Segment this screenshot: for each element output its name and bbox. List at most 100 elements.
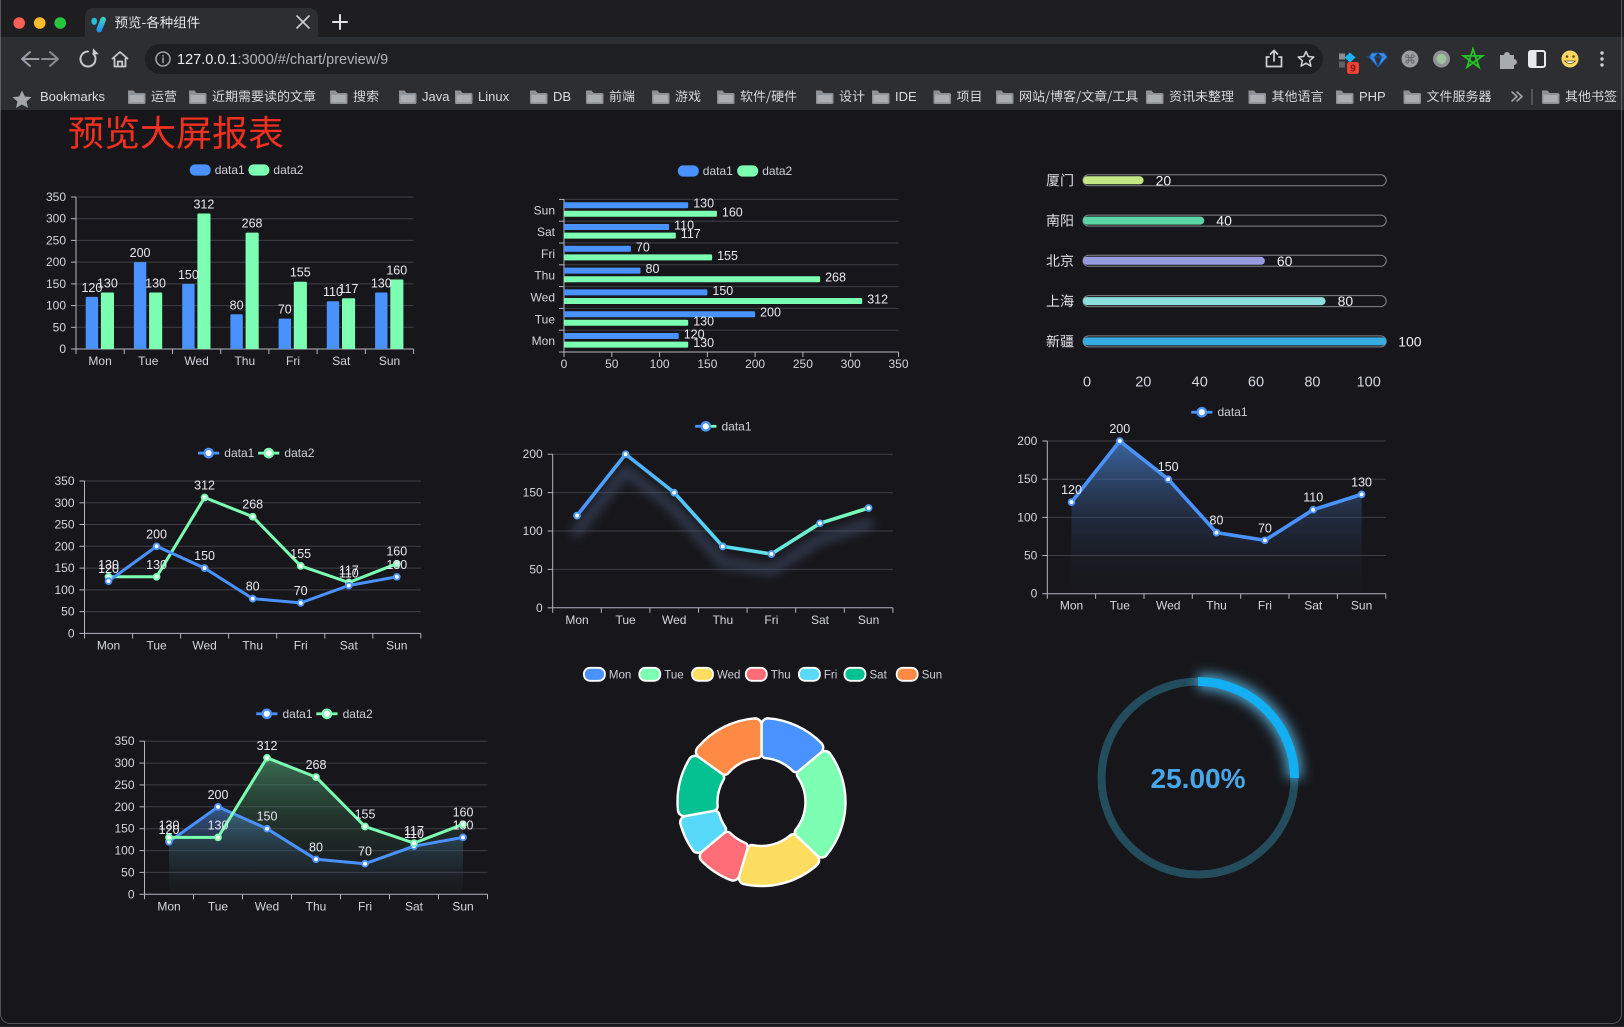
svg-text:160: 160	[386, 545, 407, 559]
svg-text:120: 120	[98, 562, 119, 576]
svg-text:Thu: Thu	[1206, 599, 1227, 613]
svg-text:Sun: Sun	[379, 354, 400, 368]
svg-text:130: 130	[371, 277, 392, 291]
svg-text:Wed: Wed	[255, 899, 279, 913]
svg-text:Fri: Fri	[824, 669, 837, 681]
svg-text:70: 70	[1258, 521, 1272, 535]
svg-text:50: 50	[61, 605, 75, 619]
svg-text:Mon: Mon	[609, 669, 631, 681]
svg-text:80: 80	[230, 298, 244, 312]
svg-text:155: 155	[290, 547, 311, 561]
svg-text:100: 100	[650, 357, 670, 371]
svg-text:150: 150	[712, 284, 733, 298]
svg-text:150: 150	[523, 486, 543, 500]
svg-text:Wed: Wed	[662, 613, 686, 627]
svg-text:200: 200	[745, 357, 765, 371]
svg-text:Sat: Sat	[870, 669, 888, 681]
svg-text:100: 100	[46, 299, 66, 313]
svg-text:Thu: Thu	[242, 638, 263, 652]
svg-text:0: 0	[561, 357, 568, 371]
svg-text:150: 150	[178, 268, 199, 282]
svg-text:268: 268	[306, 758, 327, 772]
svg-text:Sat: Sat	[405, 899, 424, 913]
svg-text:50: 50	[1024, 549, 1038, 563]
svg-text:130: 130	[146, 558, 167, 572]
svg-text:155: 155	[290, 266, 311, 280]
svg-text:200: 200	[130, 246, 151, 260]
svg-text:0: 0	[128, 887, 135, 901]
svg-text:60: 60	[1248, 374, 1264, 390]
svg-text:120: 120	[81, 281, 102, 295]
svg-text:Wed: Wed	[192, 638, 216, 652]
svg-text:200: 200	[46, 255, 66, 269]
svg-text:350: 350	[54, 474, 74, 488]
svg-text:50: 50	[121, 865, 135, 879]
svg-text:155: 155	[717, 249, 738, 263]
svg-text:Fri: Fri	[358, 899, 372, 913]
svg-text:312: 312	[257, 739, 278, 753]
svg-text:25.00%: 25.00%	[1151, 763, 1246, 794]
svg-text:130: 130	[693, 197, 714, 211]
svg-text:PHP: PHP	[1359, 89, 1386, 104]
svg-text:312: 312	[194, 479, 215, 493]
svg-text:160: 160	[453, 805, 474, 819]
svg-text:data2: data2	[343, 707, 373, 721]
svg-text:150: 150	[1158, 460, 1179, 474]
svg-text:350: 350	[888, 357, 908, 371]
svg-text:Wed: Wed	[717, 669, 740, 681]
svg-text:60: 60	[1277, 253, 1293, 269]
svg-text:Thu: Thu	[712, 613, 733, 627]
svg-text:268: 268	[825, 271, 846, 285]
svg-text:20: 20	[1156, 172, 1172, 188]
svg-text:Sat: Sat	[340, 638, 359, 652]
svg-text:Tue: Tue	[146, 638, 167, 652]
svg-text:200: 200	[114, 800, 134, 814]
svg-text:Wed: Wed	[531, 291, 555, 305]
svg-text:Mon: Mon	[1060, 599, 1083, 613]
svg-text:Tue: Tue	[664, 669, 683, 681]
svg-text:Sat: Sat	[1304, 599, 1323, 613]
svg-text:250: 250	[114, 778, 134, 792]
svg-text:117: 117	[339, 282, 359, 296]
svg-text:80: 80	[309, 840, 323, 854]
svg-text:100: 100	[114, 844, 134, 858]
svg-text:80: 80	[1304, 374, 1320, 390]
svg-text:70: 70	[636, 240, 650, 254]
svg-text:Thu: Thu	[234, 354, 255, 368]
svg-text:250: 250	[46, 233, 66, 247]
svg-text:160: 160	[722, 205, 743, 219]
svg-text:Fri: Fri	[286, 354, 300, 368]
svg-text:40: 40	[1216, 213, 1232, 229]
svg-text:Wed: Wed	[184, 354, 208, 368]
svg-text:250: 250	[793, 357, 813, 371]
svg-text:150: 150	[697, 357, 717, 371]
svg-text:130: 130	[145, 277, 166, 291]
svg-text:Sun: Sun	[534, 203, 555, 217]
svg-text:80: 80	[1210, 514, 1224, 528]
svg-text:200: 200	[146, 527, 167, 541]
svg-text:data1: data1	[283, 707, 313, 721]
svg-text:127.0.0.1:3000/#/chart/preview: 127.0.0.1:3000/#/chart/preview/9	[177, 52, 388, 68]
svg-text:80: 80	[646, 262, 660, 276]
svg-text:130: 130	[159, 818, 180, 832]
svg-text:50: 50	[53, 320, 67, 334]
svg-text:100: 100	[1017, 510, 1037, 524]
svg-text:120: 120	[1061, 483, 1082, 497]
svg-text:Sat: Sat	[332, 354, 351, 368]
svg-text:20: 20	[1135, 374, 1151, 390]
svg-text:100: 100	[1357, 374, 1381, 390]
svg-text:data1: data1	[722, 419, 752, 433]
svg-text:268: 268	[242, 217, 263, 231]
svg-text:9: 9	[1350, 64, 1356, 75]
svg-text:120: 120	[684, 328, 705, 342]
svg-text:DB: DB	[553, 89, 571, 104]
svg-text:80: 80	[1338, 293, 1354, 309]
svg-text:120: 120	[159, 823, 180, 837]
svg-text:Linux: Linux	[478, 89, 510, 104]
svg-text:200: 200	[54, 539, 74, 553]
svg-text:80: 80	[246, 580, 260, 594]
svg-text:100: 100	[523, 524, 543, 538]
svg-text:70: 70	[278, 303, 292, 317]
svg-text:117: 117	[681, 227, 701, 241]
svg-text:300: 300	[54, 496, 74, 510]
